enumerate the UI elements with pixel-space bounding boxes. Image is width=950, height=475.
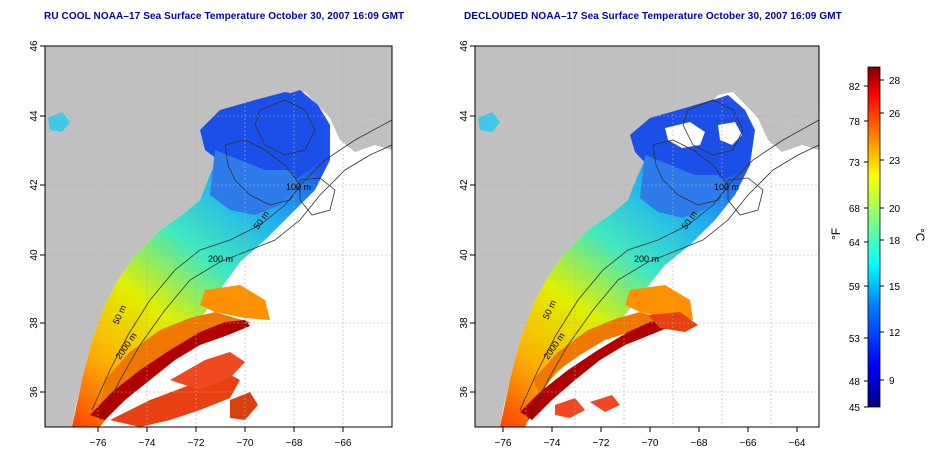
celsius-label: °C xyxy=(913,228,927,242)
fahrenheit-tick-label: 48 xyxy=(849,377,861,388)
lat-tick-label: 40 xyxy=(29,249,40,261)
lat-tick-label: 44 xyxy=(459,110,470,122)
lon-tick-label: −66 xyxy=(335,438,352,449)
right-map-panel: 50 m 100 m 200 m 50 m 2000 m xyxy=(474,45,820,428)
celsius-tick-label: 20 xyxy=(889,204,901,215)
axes-layer: 46 44 42 40 38 36 −76 −74 −72 −70 −68 −66 46 44 42 40 38… xyxy=(29,40,806,449)
lat-tick-label: 36 xyxy=(29,386,40,398)
lat-tick-label: 38 xyxy=(459,317,470,329)
lon-tick-label: −70 xyxy=(237,438,254,449)
lon-tick-label: −74 xyxy=(139,438,156,449)
lon-tick-label: −72 xyxy=(188,438,205,449)
fahrenheit-tick-label: 82 xyxy=(849,82,861,93)
celsius-tick-label: 12 xyxy=(889,328,901,339)
lat-tick-label: 44 xyxy=(29,110,40,122)
lon-tick-label: −64 xyxy=(789,438,806,449)
right-panel-title: DECLOUDED NOAA–17 Sea Surface Temperatur… xyxy=(464,11,842,22)
lon-tick-label: −70 xyxy=(642,438,659,449)
lon-tick-label: −68 xyxy=(691,438,708,449)
fahrenheit-tick-label: 73 xyxy=(849,158,861,169)
bathymetry-contours xyxy=(91,99,392,421)
lon-tick-label: −74 xyxy=(544,438,561,449)
celsius-tick-label: 26 xyxy=(889,109,901,120)
lat-tick-label: 46 xyxy=(29,40,40,52)
lat-tick-label: 46 xyxy=(459,40,470,52)
land-mass xyxy=(475,46,819,427)
fahrenheit-tick-label: 45 xyxy=(849,403,861,414)
lon-tick-label: −66 xyxy=(740,438,757,449)
fahrenheit-tick-label: 78 xyxy=(849,117,861,128)
celsius-tick-label: 15 xyxy=(889,282,901,293)
contour-label: 200 m xyxy=(208,254,233,264)
celsius-tick-label: 18 xyxy=(889,236,901,247)
lon-tick-label: −76 xyxy=(495,438,512,449)
lat-tick-label: 40 xyxy=(459,249,470,261)
lat-tick-label: 42 xyxy=(29,179,40,191)
celsius-tick-label: 23 xyxy=(889,156,901,167)
lat-tick-label: 36 xyxy=(459,386,470,398)
contour-label: 100 m xyxy=(286,182,311,192)
lon-tick-label: −76 xyxy=(90,438,107,449)
right-map-frame xyxy=(474,45,820,428)
left-map-frame xyxy=(44,45,393,428)
left-map-panel: 50 m 100 m 200 m 50 m 2000 m xyxy=(44,45,393,428)
fahrenheit-label: °F xyxy=(829,228,843,240)
lat-tick-label: 42 xyxy=(459,179,470,191)
lon-tick-label: −72 xyxy=(593,438,610,449)
land-mass xyxy=(45,46,392,427)
fahrenheit-tick-label: 59 xyxy=(849,282,861,293)
lat-tick-label: 38 xyxy=(29,317,40,329)
contour-label: 100 m xyxy=(714,182,739,192)
colorbar: 82 78 73 68 64 59 53 48 45 28 26 23 20 18 15 12 9 °F °C xyxy=(829,66,927,414)
contour-label: 200 m xyxy=(634,254,659,264)
bathymetry-contours xyxy=(519,99,819,421)
left-panel-title: RU COOL NOAA–17 Sea Surface Temperature … xyxy=(44,11,405,22)
fahrenheit-tick-label: 64 xyxy=(849,238,861,249)
celsius-tick-label: 28 xyxy=(889,76,901,87)
fahrenheit-tick-label: 68 xyxy=(849,204,861,215)
celsius-tick-label: 9 xyxy=(889,376,895,387)
lon-tick-label: −68 xyxy=(286,438,303,449)
colorbar-gradient xyxy=(867,66,881,408)
fahrenheit-tick-label: 53 xyxy=(849,334,861,345)
